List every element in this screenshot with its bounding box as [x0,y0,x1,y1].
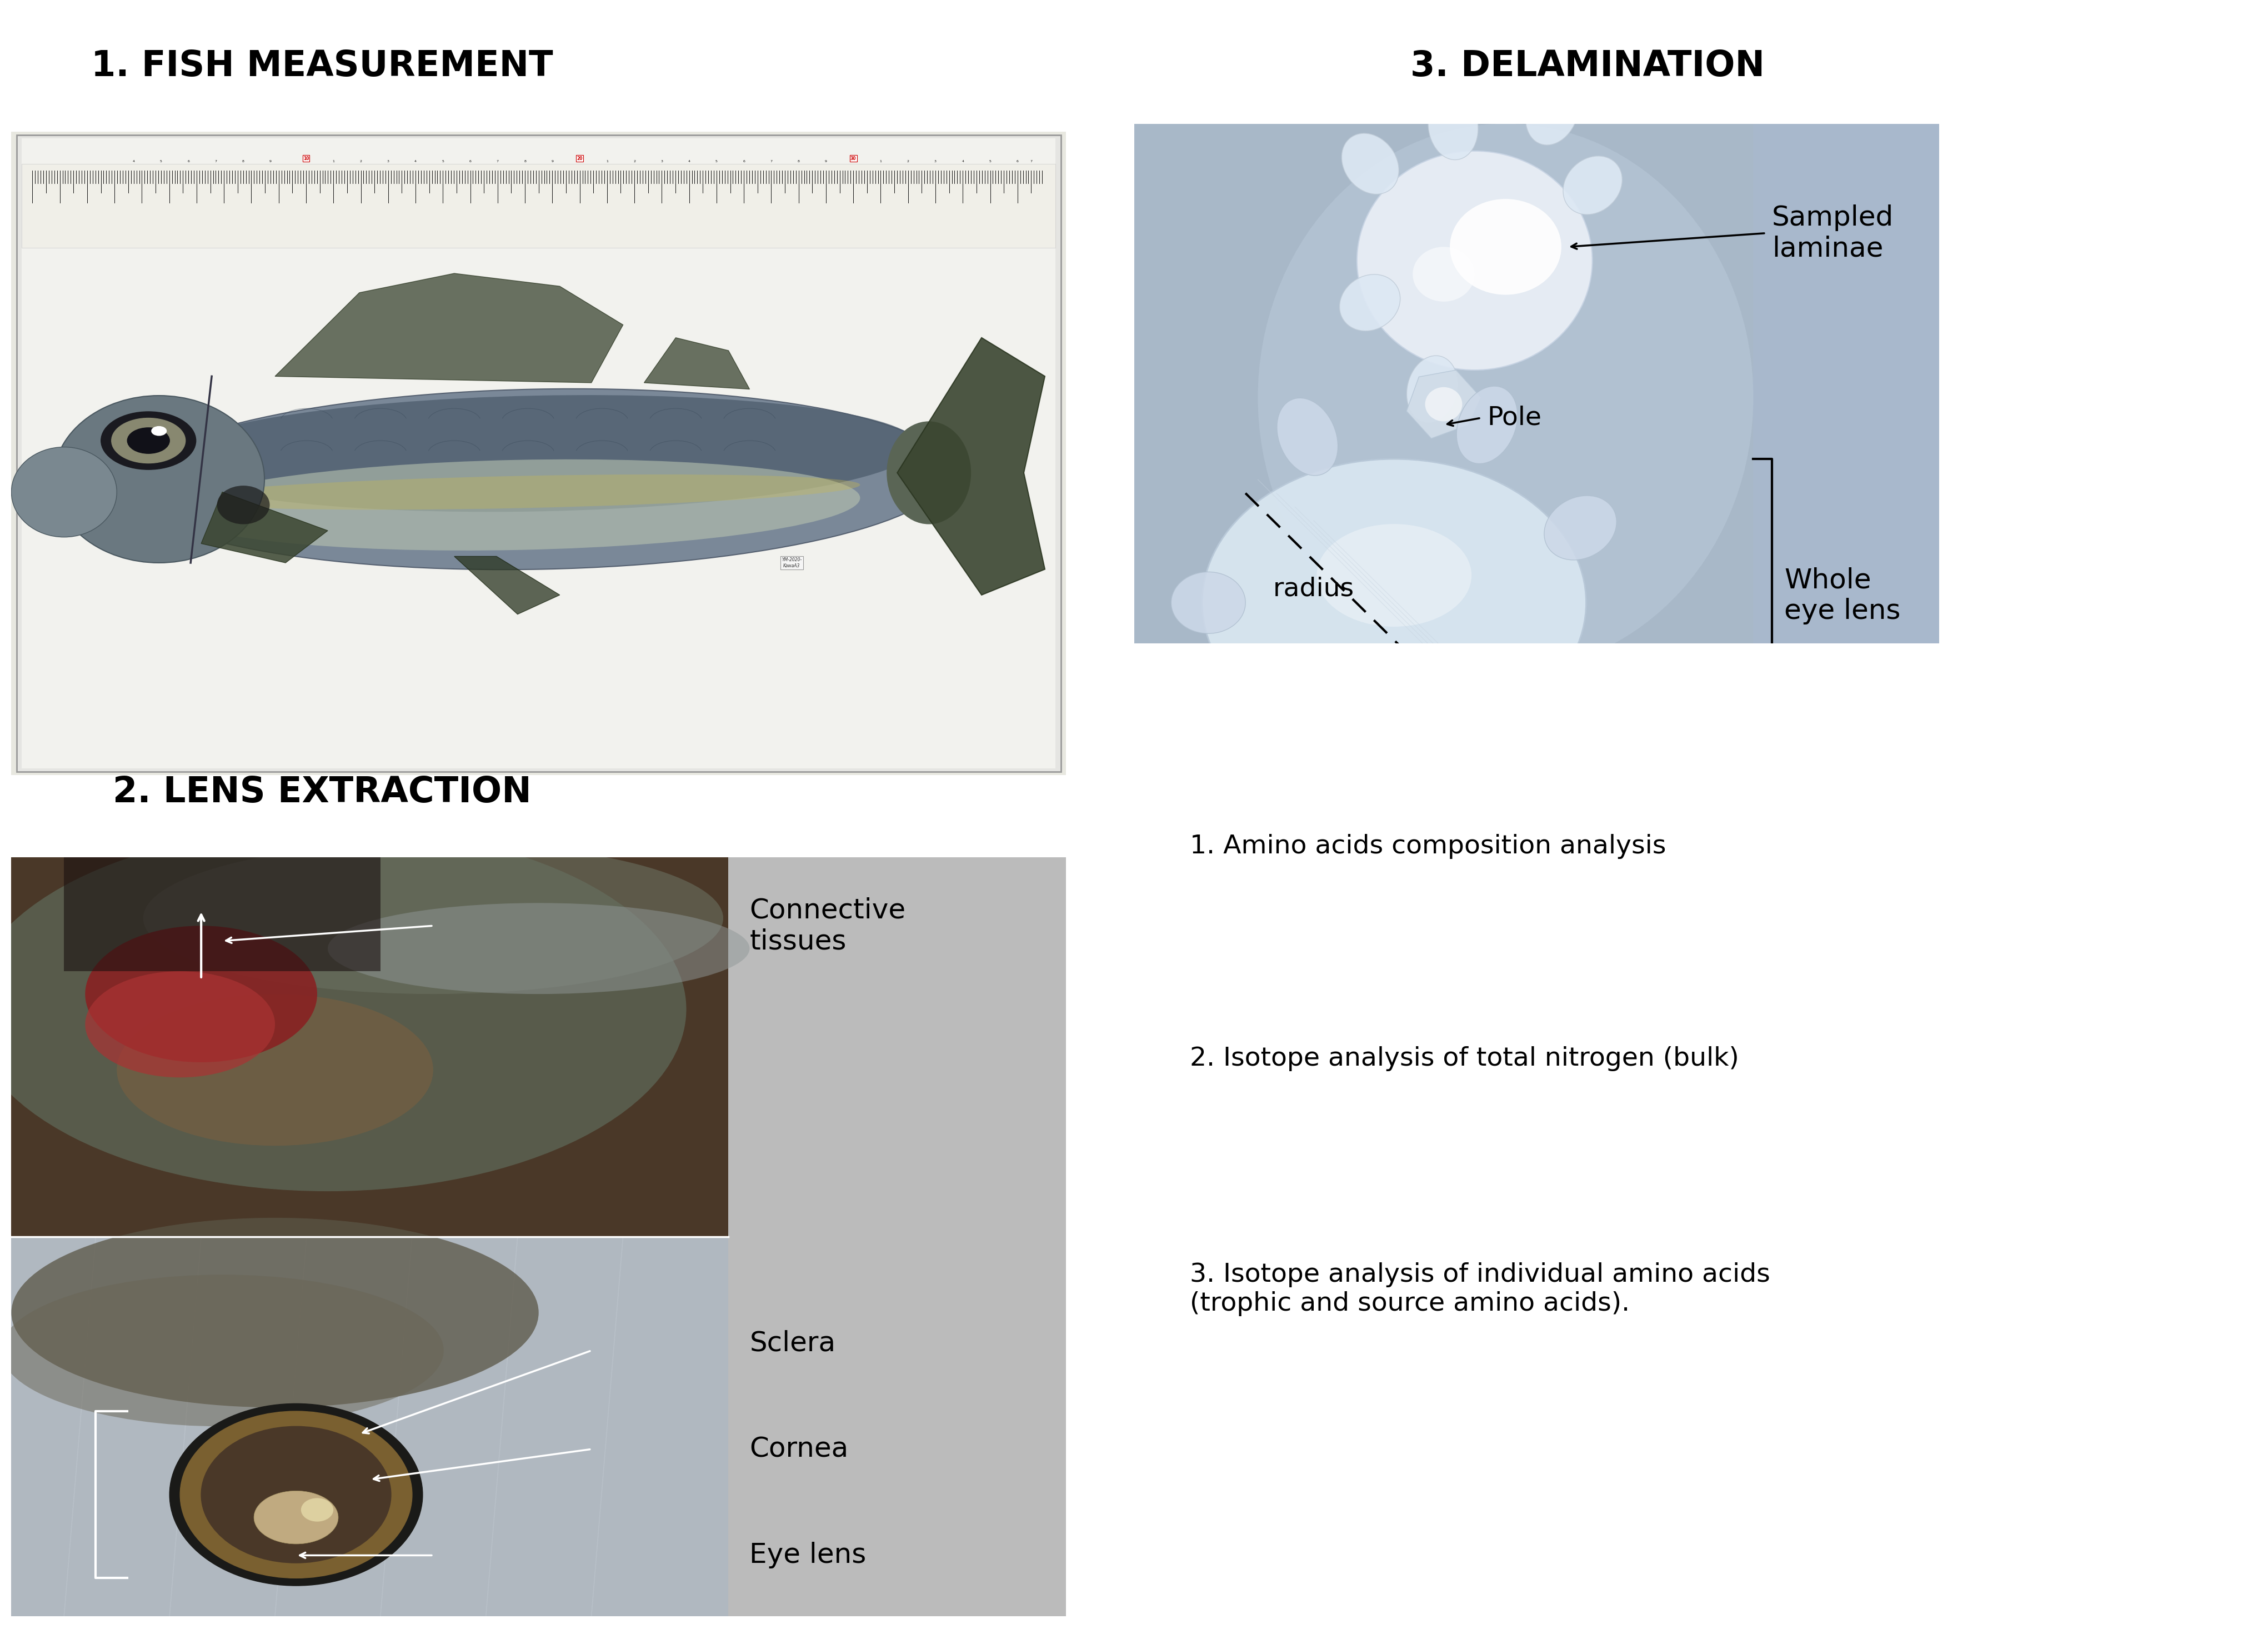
Text: 30: 30 [850,157,857,162]
Ellipse shape [1202,458,1585,747]
Circle shape [170,1403,422,1586]
Ellipse shape [1526,79,1579,145]
Ellipse shape [1318,524,1472,627]
Ellipse shape [54,396,265,562]
Bar [23,163,1055,247]
Ellipse shape [175,475,860,510]
Ellipse shape [0,828,687,1191]
Ellipse shape [1429,92,1479,160]
Ellipse shape [1277,397,1338,475]
Text: 3. Isotope analysis of individual amino acids
(trophic and source amino acids).: 3. Isotope analysis of individual amino … [1188,1263,1769,1316]
Circle shape [127,427,170,453]
Bar [11,1237,728,1616]
Polygon shape [274,274,624,383]
Circle shape [111,419,186,463]
Ellipse shape [1343,134,1399,195]
Ellipse shape [1563,157,1622,214]
Circle shape [202,1426,390,1563]
Circle shape [179,1412,413,1578]
Ellipse shape [127,389,950,569]
Ellipse shape [1413,247,1474,302]
Bar [1134,124,1753,808]
Text: Sampled
laminae: Sampled laminae [1771,204,1894,262]
Ellipse shape [1277,731,1338,808]
Polygon shape [1406,369,1481,439]
Text: YM-2020-
KawaA3: YM-2020- KawaA3 [782,557,803,569]
Circle shape [102,412,195,470]
Ellipse shape [1456,742,1517,820]
Text: 1. Amino acids composition analysis: 1. Amino acids composition analysis [1188,834,1665,859]
Ellipse shape [254,1491,338,1543]
Polygon shape [898,338,1046,595]
Text: Sclera: Sclera [748,1329,835,1355]
Text: Connective
tissues: Connective tissues [748,897,905,955]
Ellipse shape [1259,124,1753,671]
Polygon shape [454,556,560,613]
Bar [11,857,728,1237]
Text: 10: 10 [304,157,308,162]
Text: 1. FISH MEASUREMENT: 1. FISH MEASUREMENT [91,49,553,82]
Text: 2. LENS EXTRACTION: 2. LENS EXTRACTION [113,775,531,810]
Ellipse shape [11,1217,540,1407]
Circle shape [302,1499,333,1520]
Bar [64,857,381,971]
Ellipse shape [329,904,748,994]
Text: 3. DELAMINATION: 3. DELAMINATION [1411,49,1765,82]
Text: 2. Isotope analysis of total nitrogen (bulk): 2. Isotope analysis of total nitrogen (b… [1188,1045,1740,1072]
Text: Eye lens: Eye lens [748,1542,866,1568]
Ellipse shape [0,1275,445,1426]
Ellipse shape [175,460,860,551]
Ellipse shape [118,994,433,1146]
Text: radius: radius [1272,577,1354,602]
Text: Whole
eye lens: Whole eye lens [1785,567,1901,625]
Text: Pole: Pole [1488,406,1542,430]
Text: Pole: Pole [1166,727,1220,752]
Ellipse shape [86,971,274,1077]
Text: Equator: Equator [1492,707,1590,731]
Ellipse shape [11,447,118,538]
Circle shape [152,427,166,435]
Ellipse shape [1356,152,1592,369]
Ellipse shape [143,843,723,994]
Polygon shape [644,338,748,389]
Ellipse shape [1456,386,1517,463]
Ellipse shape [1340,274,1399,331]
Text: 4. CHEMICAL ANALYSIS: 4. CHEMICAL ANALYSIS [1472,561,1930,594]
Text: Cornea: Cornea [748,1436,848,1463]
Ellipse shape [1170,572,1245,633]
Ellipse shape [159,396,919,511]
Polygon shape [202,491,329,562]
Ellipse shape [1424,388,1463,422]
Ellipse shape [86,925,318,1062]
Ellipse shape [1545,496,1617,561]
Ellipse shape [1449,200,1560,295]
Ellipse shape [218,485,270,524]
Ellipse shape [887,420,971,524]
Ellipse shape [1406,356,1458,422]
Text: 20: 20 [576,157,583,162]
